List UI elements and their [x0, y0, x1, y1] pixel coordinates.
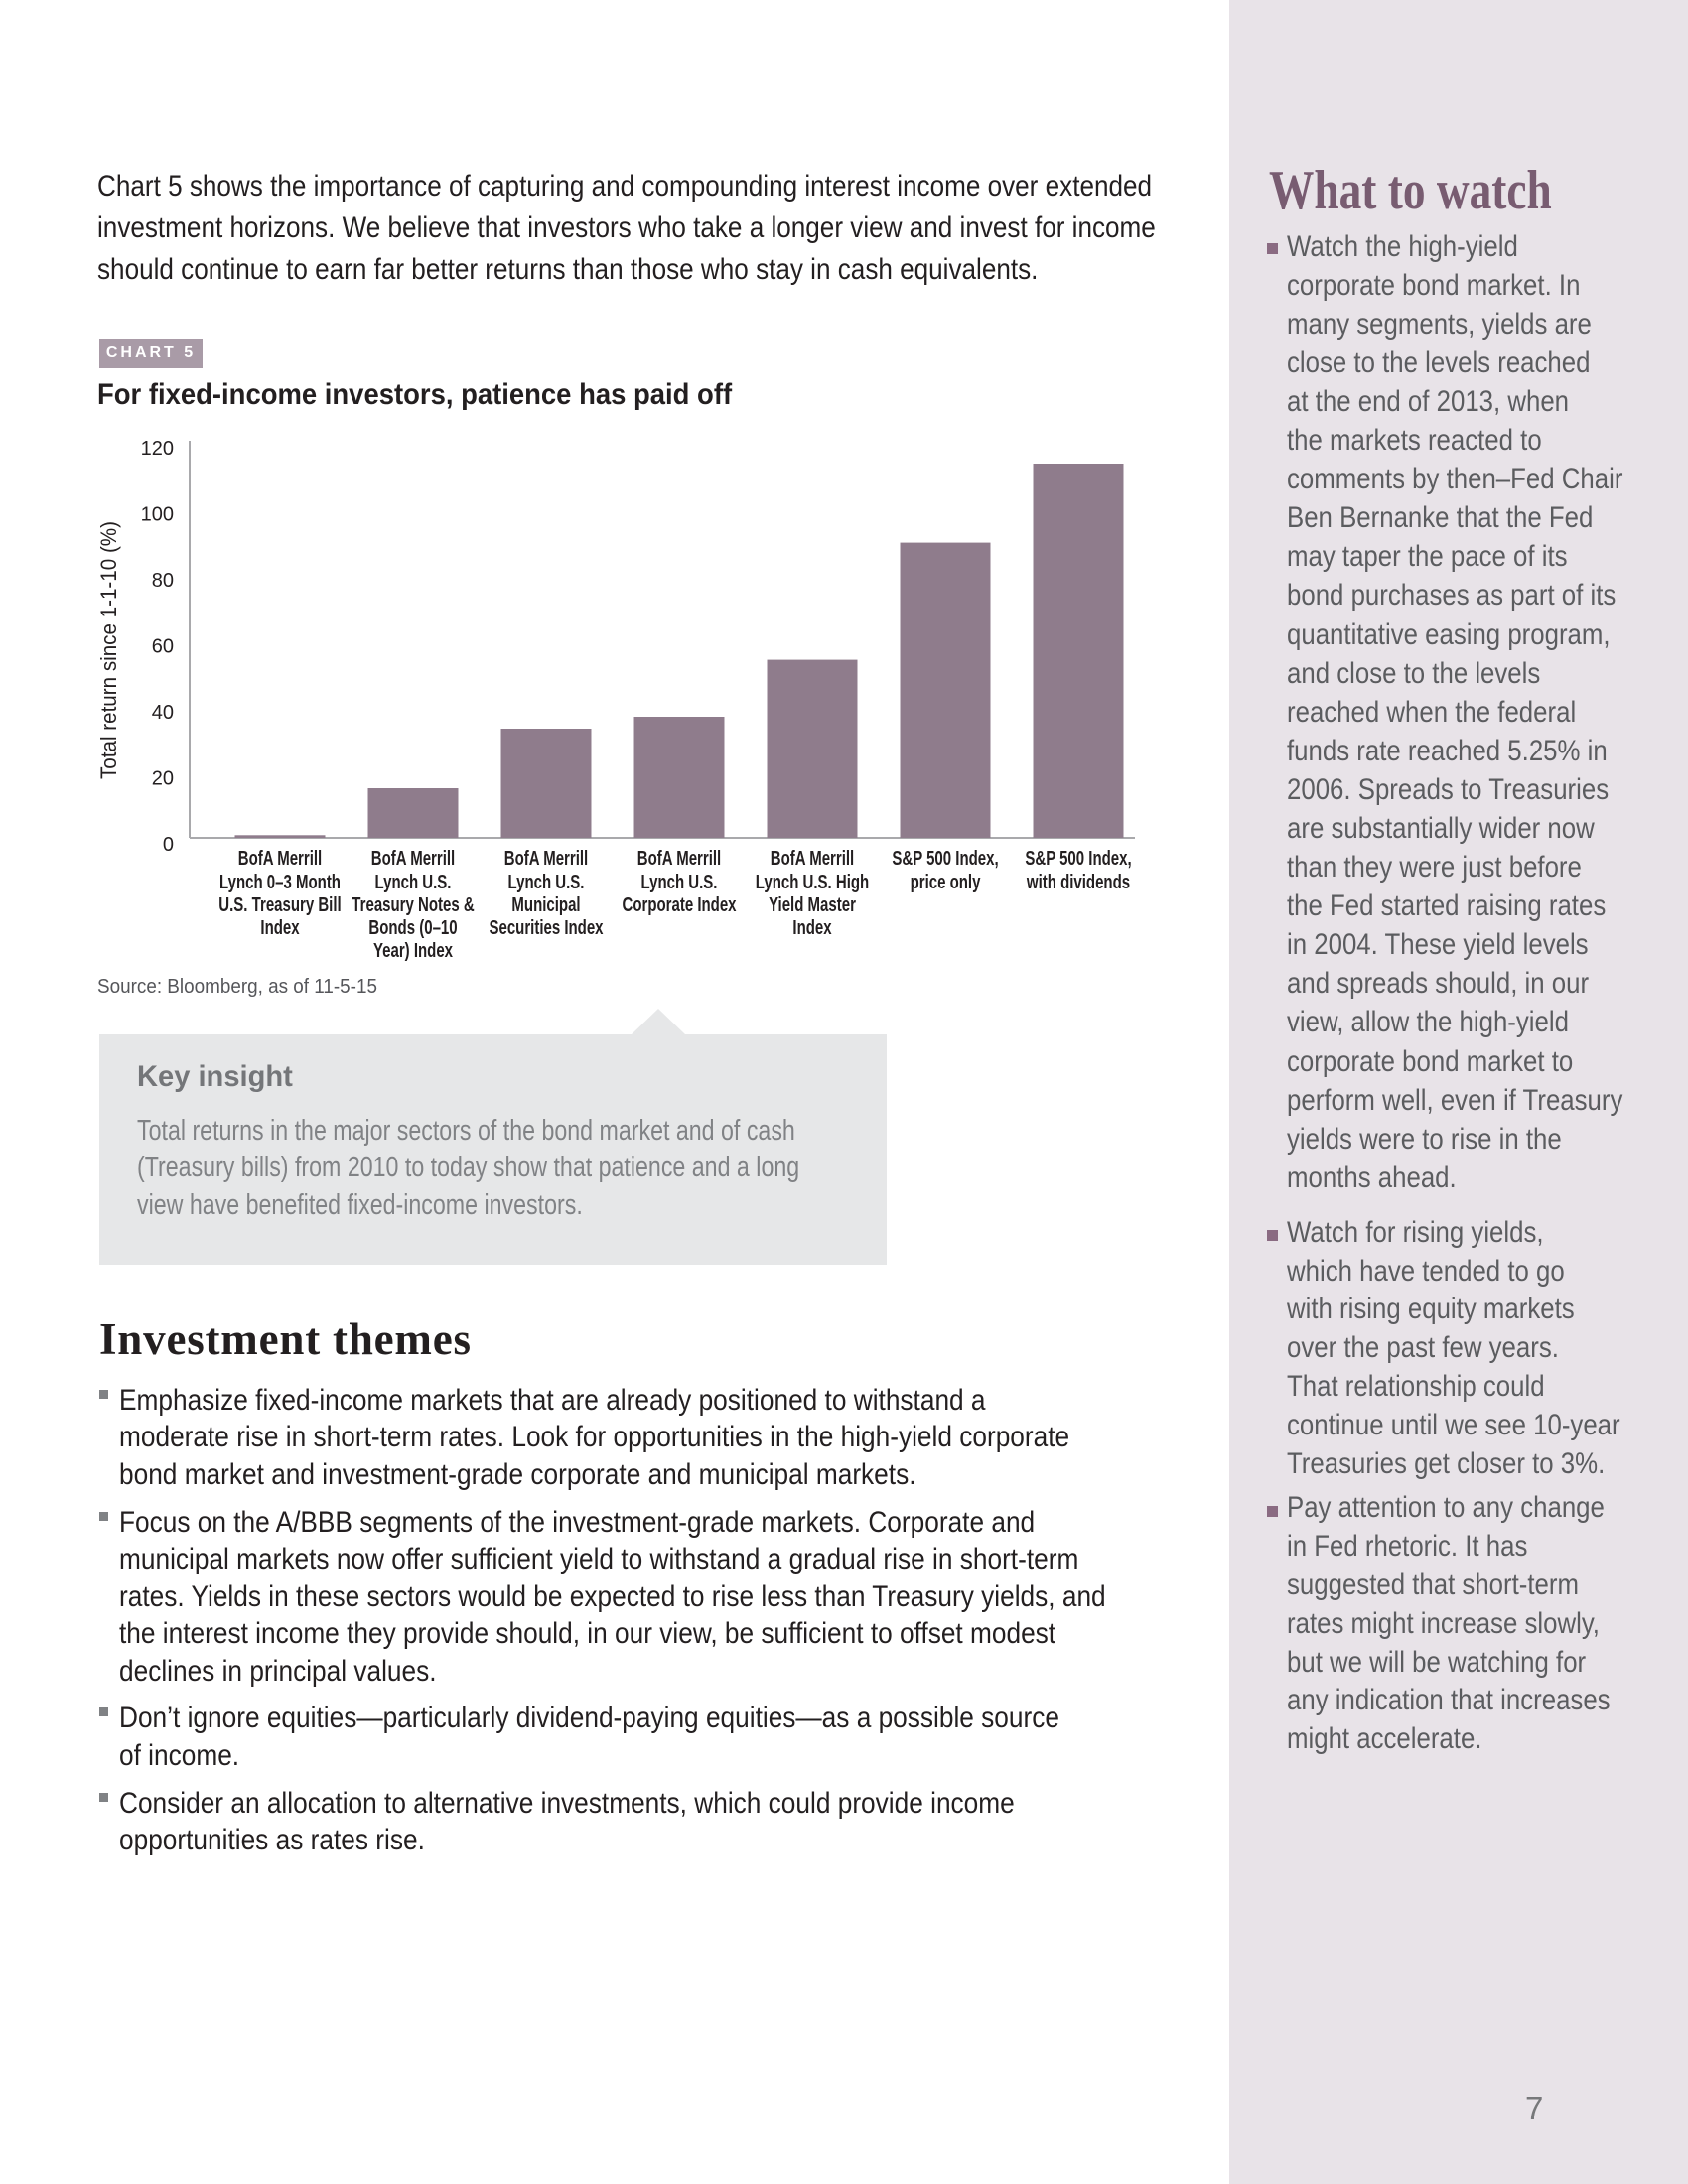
svg-text:20: 20 [152, 768, 174, 790]
svg-text:60: 60 [152, 636, 174, 658]
svg-text:40: 40 [152, 702, 174, 724]
svg-text:100: 100 [141, 504, 174, 526]
svg-text:0: 0 [163, 834, 174, 856]
svg-text:120: 120 [141, 438, 174, 460]
svg-text:Total return since 1-1-10 (%): Total return since 1-1-10 (%) [96, 521, 121, 779]
svg-text:80: 80 [152, 570, 174, 592]
